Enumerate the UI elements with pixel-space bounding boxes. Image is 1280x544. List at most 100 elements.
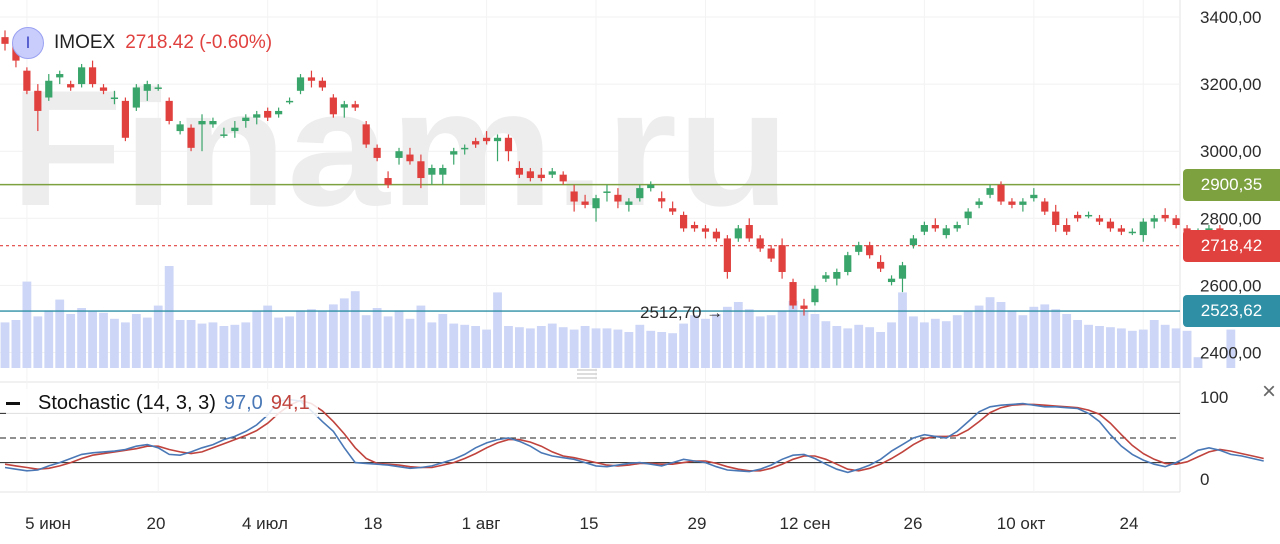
candle-body [121, 100, 129, 138]
volume-bar [197, 323, 207, 368]
candle-body [231, 127, 239, 132]
candle [1172, 214, 1180, 229]
candle-body [581, 201, 589, 205]
candle-body [658, 198, 666, 202]
candle-body [833, 271, 841, 279]
volume-bar [854, 324, 864, 368]
candle-body [493, 137, 502, 142]
candle-body [472, 141, 480, 145]
stochastic-d-line [4, 399, 1264, 472]
candle-body [110, 97, 119, 100]
volume-bar [1095, 326, 1104, 368]
candle-body [811, 288, 819, 303]
candle [537, 167, 545, 182]
candle [669, 201, 677, 215]
candle [1008, 198, 1016, 209]
candle [614, 188, 622, 209]
volume-bar [1116, 328, 1126, 368]
price-tick-label: 2600,00 [1200, 276, 1261, 295]
candle [340, 100, 348, 118]
volume-bar [963, 311, 973, 368]
candle-body [997, 184, 1005, 202]
candle-body [23, 70, 31, 91]
volume-bar [230, 324, 240, 368]
candle-body [877, 261, 885, 269]
volume-bar [66, 314, 76, 368]
volume-bar [318, 311, 327, 368]
candle-body [1074, 214, 1082, 219]
volume-bar [99, 312, 108, 368]
candle [242, 114, 250, 128]
volume-bar [755, 316, 765, 368]
candle-body [690, 225, 699, 229]
candle [461, 144, 469, 155]
candle [701, 225, 710, 239]
candle-body [165, 100, 173, 122]
candle-body [975, 201, 983, 205]
volume-bar [0, 322, 10, 368]
volume-bar [898, 292, 907, 368]
candle [285, 97, 294, 105]
instrument-avatar[interactable]: I [12, 27, 44, 59]
candle-body [198, 121, 206, 125]
candle-body [395, 151, 403, 158]
pane-splitter[interactable] [577, 370, 597, 376]
candle [34, 84, 42, 132]
candle [800, 298, 808, 316]
close-icon[interactable]: × [1262, 378, 1277, 405]
candle [712, 228, 721, 242]
candle [362, 121, 370, 148]
volume-bar [909, 316, 918, 368]
volume-bar [372, 308, 382, 368]
candle [99, 84, 108, 95]
time-axis: 5 июн 20 4 июл 18 1 авг 15 29 12 сен 26 10 окт 24 [25, 514, 1138, 533]
candle-body [264, 110, 272, 118]
candle-body [275, 110, 283, 115]
candle-body [526, 171, 534, 179]
volume-bar [405, 318, 415, 368]
volume-bar [164, 266, 174, 368]
candle-body [154, 87, 162, 89]
time-tick-label: 20 [147, 514, 166, 533]
volume-bar [285, 316, 294, 368]
volume-bar [274, 317, 284, 368]
volume-bar [350, 291, 360, 368]
volume-bar [766, 315, 776, 368]
volume-bar [690, 315, 699, 368]
candle [855, 241, 863, 256]
candle-body [723, 238, 731, 272]
candle-body [67, 84, 75, 88]
candle-body [909, 238, 918, 246]
candle [198, 114, 206, 152]
candle-body [384, 178, 392, 185]
instrument-price-change: 2718.42 (-0.60%) [125, 32, 273, 53]
candle-body [285, 100, 294, 103]
volume-bar [952, 315, 962, 368]
candle-body [45, 80, 53, 98]
candle-body [318, 80, 327, 88]
volume-bar [821, 321, 831, 368]
candle-body [745, 225, 753, 239]
stochastic-k-value: 97,0 [223, 391, 263, 414]
candle [1161, 208, 1169, 222]
candle-body [515, 167, 524, 175]
candle [231, 121, 239, 138]
collapse-icon[interactable] [6, 401, 20, 405]
candle-body [866, 245, 874, 256]
volume-bar [110, 318, 119, 368]
candle-body [603, 191, 611, 193]
candle-body [187, 127, 195, 148]
volume-bar [153, 305, 163, 368]
time-tick-label: 18 [364, 514, 383, 533]
volume-bar [11, 320, 21, 368]
candle-body [504, 137, 513, 152]
stochastic-legend[interactable]: Stochastic (14, 3, 3) 97,0 94,1 [6, 389, 318, 417]
candle [187, 124, 195, 152]
candle [515, 161, 524, 179]
candle [1117, 225, 1125, 236]
candle [603, 184, 611, 202]
candle [121, 97, 129, 142]
time-tick-label: 15 [580, 514, 599, 533]
candle [307, 70, 316, 88]
